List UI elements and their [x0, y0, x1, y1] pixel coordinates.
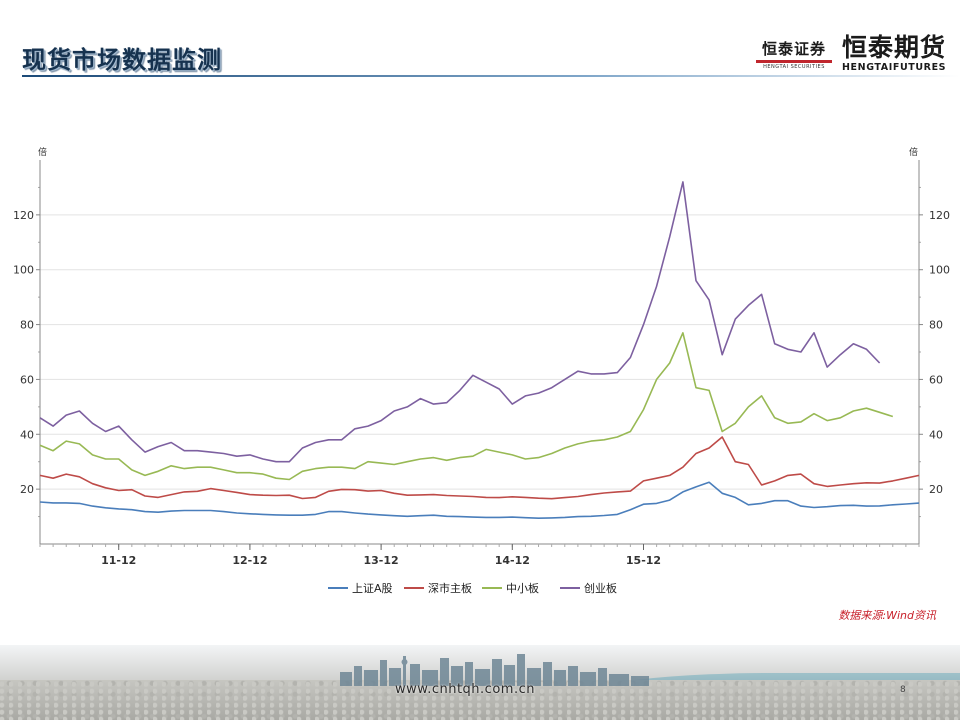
- hengtai-securities-logo: 恒泰证券 HENGTAI SECURITIES: [752, 38, 836, 70]
- series-line-1: [39, 481, 920, 519]
- y-unit-left: 倍: [38, 146, 47, 158]
- y-tick-label-left-40: 40: [20, 428, 34, 441]
- footer-banner: www.cnhtqh.com.cn 8: [0, 645, 960, 720]
- y-tick-label-right-40: 40: [929, 428, 943, 441]
- y-tick-label-right-100: 100: [929, 264, 950, 277]
- y-tick-label-right-60: 60: [929, 373, 943, 386]
- pe-ratio-line-chart: 20 20 40 40 60 60 80 80 100 100 120 120 倍 倍 11-12 12-12…: [13, 146, 950, 595]
- x-tick-label-11-12: 11-12: [101, 554, 136, 567]
- y-unit-right: 倍: [909, 146, 918, 158]
- y-tick-label-left-20: 20: [20, 483, 34, 496]
- logo-futures-cn: 恒泰期货: [842, 33, 947, 62]
- y-tick-label-left-60: 60: [20, 373, 34, 386]
- logo-securities-cn: 恒泰证券: [761, 40, 826, 58]
- logo-securities-bar: [756, 60, 832, 63]
- logo-securities-en: HENGTAI SECURITIES: [763, 64, 825, 70]
- y-tick-label-right-80: 80: [929, 319, 943, 332]
- title-divider: [22, 75, 960, 77]
- y-tick-label-left-100: 100: [13, 264, 34, 277]
- data-source-note: 数据来源:Wind资讯: [838, 609, 936, 622]
- city-skyline-icon: [340, 654, 649, 686]
- legend-label-1: 上证A股: [352, 582, 393, 595]
- x-tick-label-15-12: 15-12: [626, 554, 661, 567]
- legend-label-2: 深市主板: [428, 581, 472, 595]
- page-number: 8: [900, 685, 906, 695]
- hengtai-futures-logo: 恒泰期货 HENGTAIFUTURES: [842, 28, 958, 73]
- footer-url: www.cnhtqh.com.cn: [395, 682, 535, 697]
- logo-futures-en: HENGTAIFUTURES: [842, 62, 947, 73]
- x-tick-label-13-12: 13-12: [364, 554, 399, 567]
- series-line-2: [39, 436, 920, 500]
- y-tick-label-left-80: 80: [20, 319, 34, 332]
- legend-label-4: 创业板: [584, 581, 617, 595]
- page-title: 现货市场数据监测: [22, 46, 222, 74]
- x-tick-label-12-12: 12-12: [232, 554, 267, 567]
- x-tick-label-14-12: 14-12: [495, 554, 530, 567]
- series-line-4: [39, 181, 881, 463]
- y-tick-label-right-120: 120: [929, 209, 950, 222]
- series-line-3: [39, 332, 894, 481]
- y-tick-label-right-20: 20: [929, 483, 943, 496]
- footer-ground: [0, 680, 960, 720]
- y-tick-label-left-120: 120: [13, 209, 34, 222]
- legend-label-3: 中小板: [506, 581, 539, 595]
